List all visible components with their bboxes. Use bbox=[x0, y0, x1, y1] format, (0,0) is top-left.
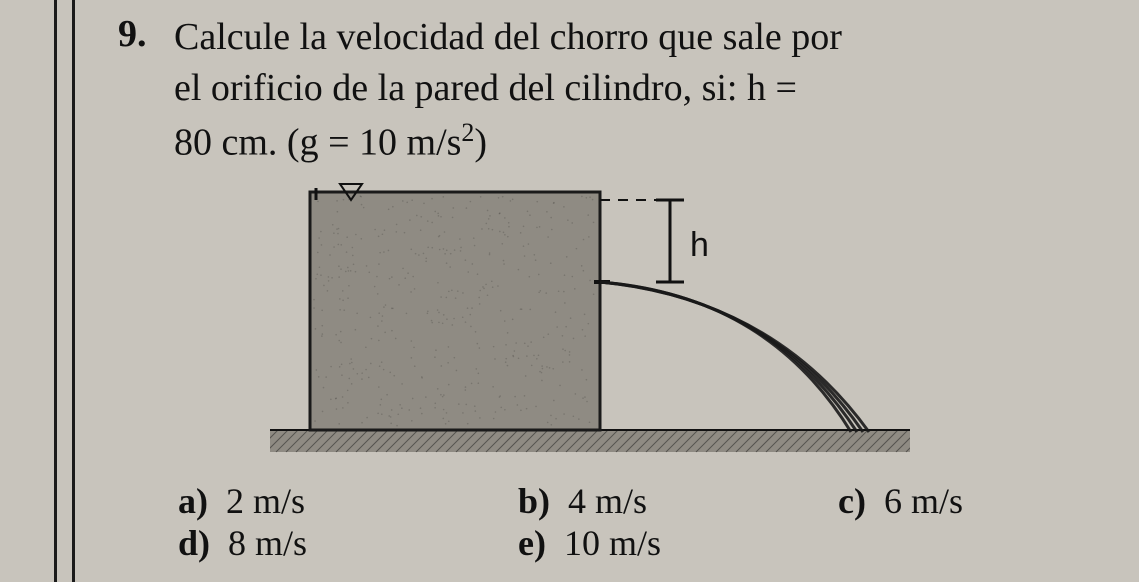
option-a-letter: a) bbox=[178, 480, 208, 522]
h-label: h bbox=[690, 226, 709, 265]
option-b-text: 4 m/s bbox=[568, 480, 647, 522]
options-row-1: a) 2 m/s b) 4 m/s c) 6 m/s bbox=[178, 480, 1118, 522]
stem-line-3-sup: 2 bbox=[461, 118, 474, 147]
option-a: a) 2 m/s bbox=[178, 480, 518, 522]
option-e-letter: e) bbox=[518, 522, 546, 564]
option-d: d) 8 m/s bbox=[178, 522, 518, 564]
page: 9. Calcule la velocidad del chorro que s… bbox=[0, 0, 1139, 582]
problem-stem: Calcule la velocidad del chorro que sale… bbox=[174, 12, 1104, 169]
option-d-text: 8 m/s bbox=[228, 522, 307, 564]
option-c: c) 6 m/s bbox=[838, 480, 1098, 522]
figure: h bbox=[270, 182, 910, 462]
option-d-letter: d) bbox=[178, 522, 210, 564]
margin-rule-1 bbox=[54, 0, 57, 582]
margin-rule-2 bbox=[72, 0, 75, 582]
option-b: b) 4 m/s bbox=[518, 480, 838, 522]
option-e: e) 10 m/s bbox=[518, 522, 838, 564]
stem-line-3-prefix: 80 cm. (g = 10 m/s bbox=[174, 121, 461, 163]
stem-line-2: el orificio de la pared del cilindro, si… bbox=[174, 63, 1104, 114]
options: a) 2 m/s b) 4 m/s c) 6 m/s d) 8 m/s e) 1… bbox=[178, 480, 1118, 564]
options-row-2: d) 8 m/s e) 10 m/s bbox=[178, 522, 1118, 564]
option-c-letter: c) bbox=[838, 480, 866, 522]
option-c-text: 6 m/s bbox=[884, 480, 963, 522]
option-a-text: 2 m/s bbox=[226, 480, 305, 522]
stem-line-3: 80 cm. (g = 10 m/s2) bbox=[174, 115, 1104, 169]
option-b-letter: b) bbox=[518, 480, 550, 522]
stem-line-1: Calcule la velocidad del chorro que sale… bbox=[174, 12, 1104, 63]
option-e-text: 10 m/s bbox=[564, 522, 661, 564]
figure-svg bbox=[270, 182, 910, 462]
stem-line-3-suffix: ) bbox=[474, 121, 487, 163]
problem-number: 9. bbox=[118, 12, 147, 56]
